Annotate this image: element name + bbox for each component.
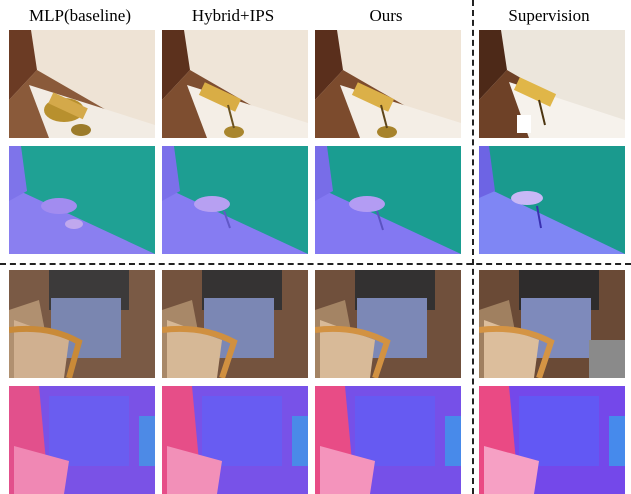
supervision-column-divider	[472, 0, 474, 494]
scene1-rgb-supervision	[479, 30, 625, 138]
scene2-rgb-supervision	[479, 270, 625, 378]
scene2-rgb-ours	[315, 270, 461, 378]
scene1-rgb-ours	[315, 30, 461, 138]
scene2-normal-supervision	[479, 386, 625, 494]
column-label-mlp-baseline: MLP(baseline)	[29, 6, 131, 25]
scene2-normal-ours	[315, 386, 461, 494]
scene1-normal-mlp-baseline	[9, 146, 155, 254]
scene1-rgb-hybrid-ips	[162, 30, 308, 138]
scene1-normal-supervision	[479, 146, 625, 254]
scene1-normal-hybrid-ips	[162, 146, 308, 254]
scene1-rgb-mlp-baseline	[9, 30, 155, 138]
scene2-rgb-mlp-baseline	[9, 270, 155, 378]
column-label-supervision: Supervision	[508, 6, 590, 25]
scene2-normal-mlp-baseline	[9, 386, 155, 494]
scene2-rgb-hybrid-ips	[162, 270, 308, 378]
column-label-hybrid-ips: Hybrid+IPS	[191, 6, 275, 25]
scene1-normal-ours	[315, 146, 461, 254]
scene-row-divider	[0, 263, 631, 265]
scene2-normal-hybrid-ips	[162, 386, 308, 494]
column-label-ours: Ours	[369, 6, 403, 25]
